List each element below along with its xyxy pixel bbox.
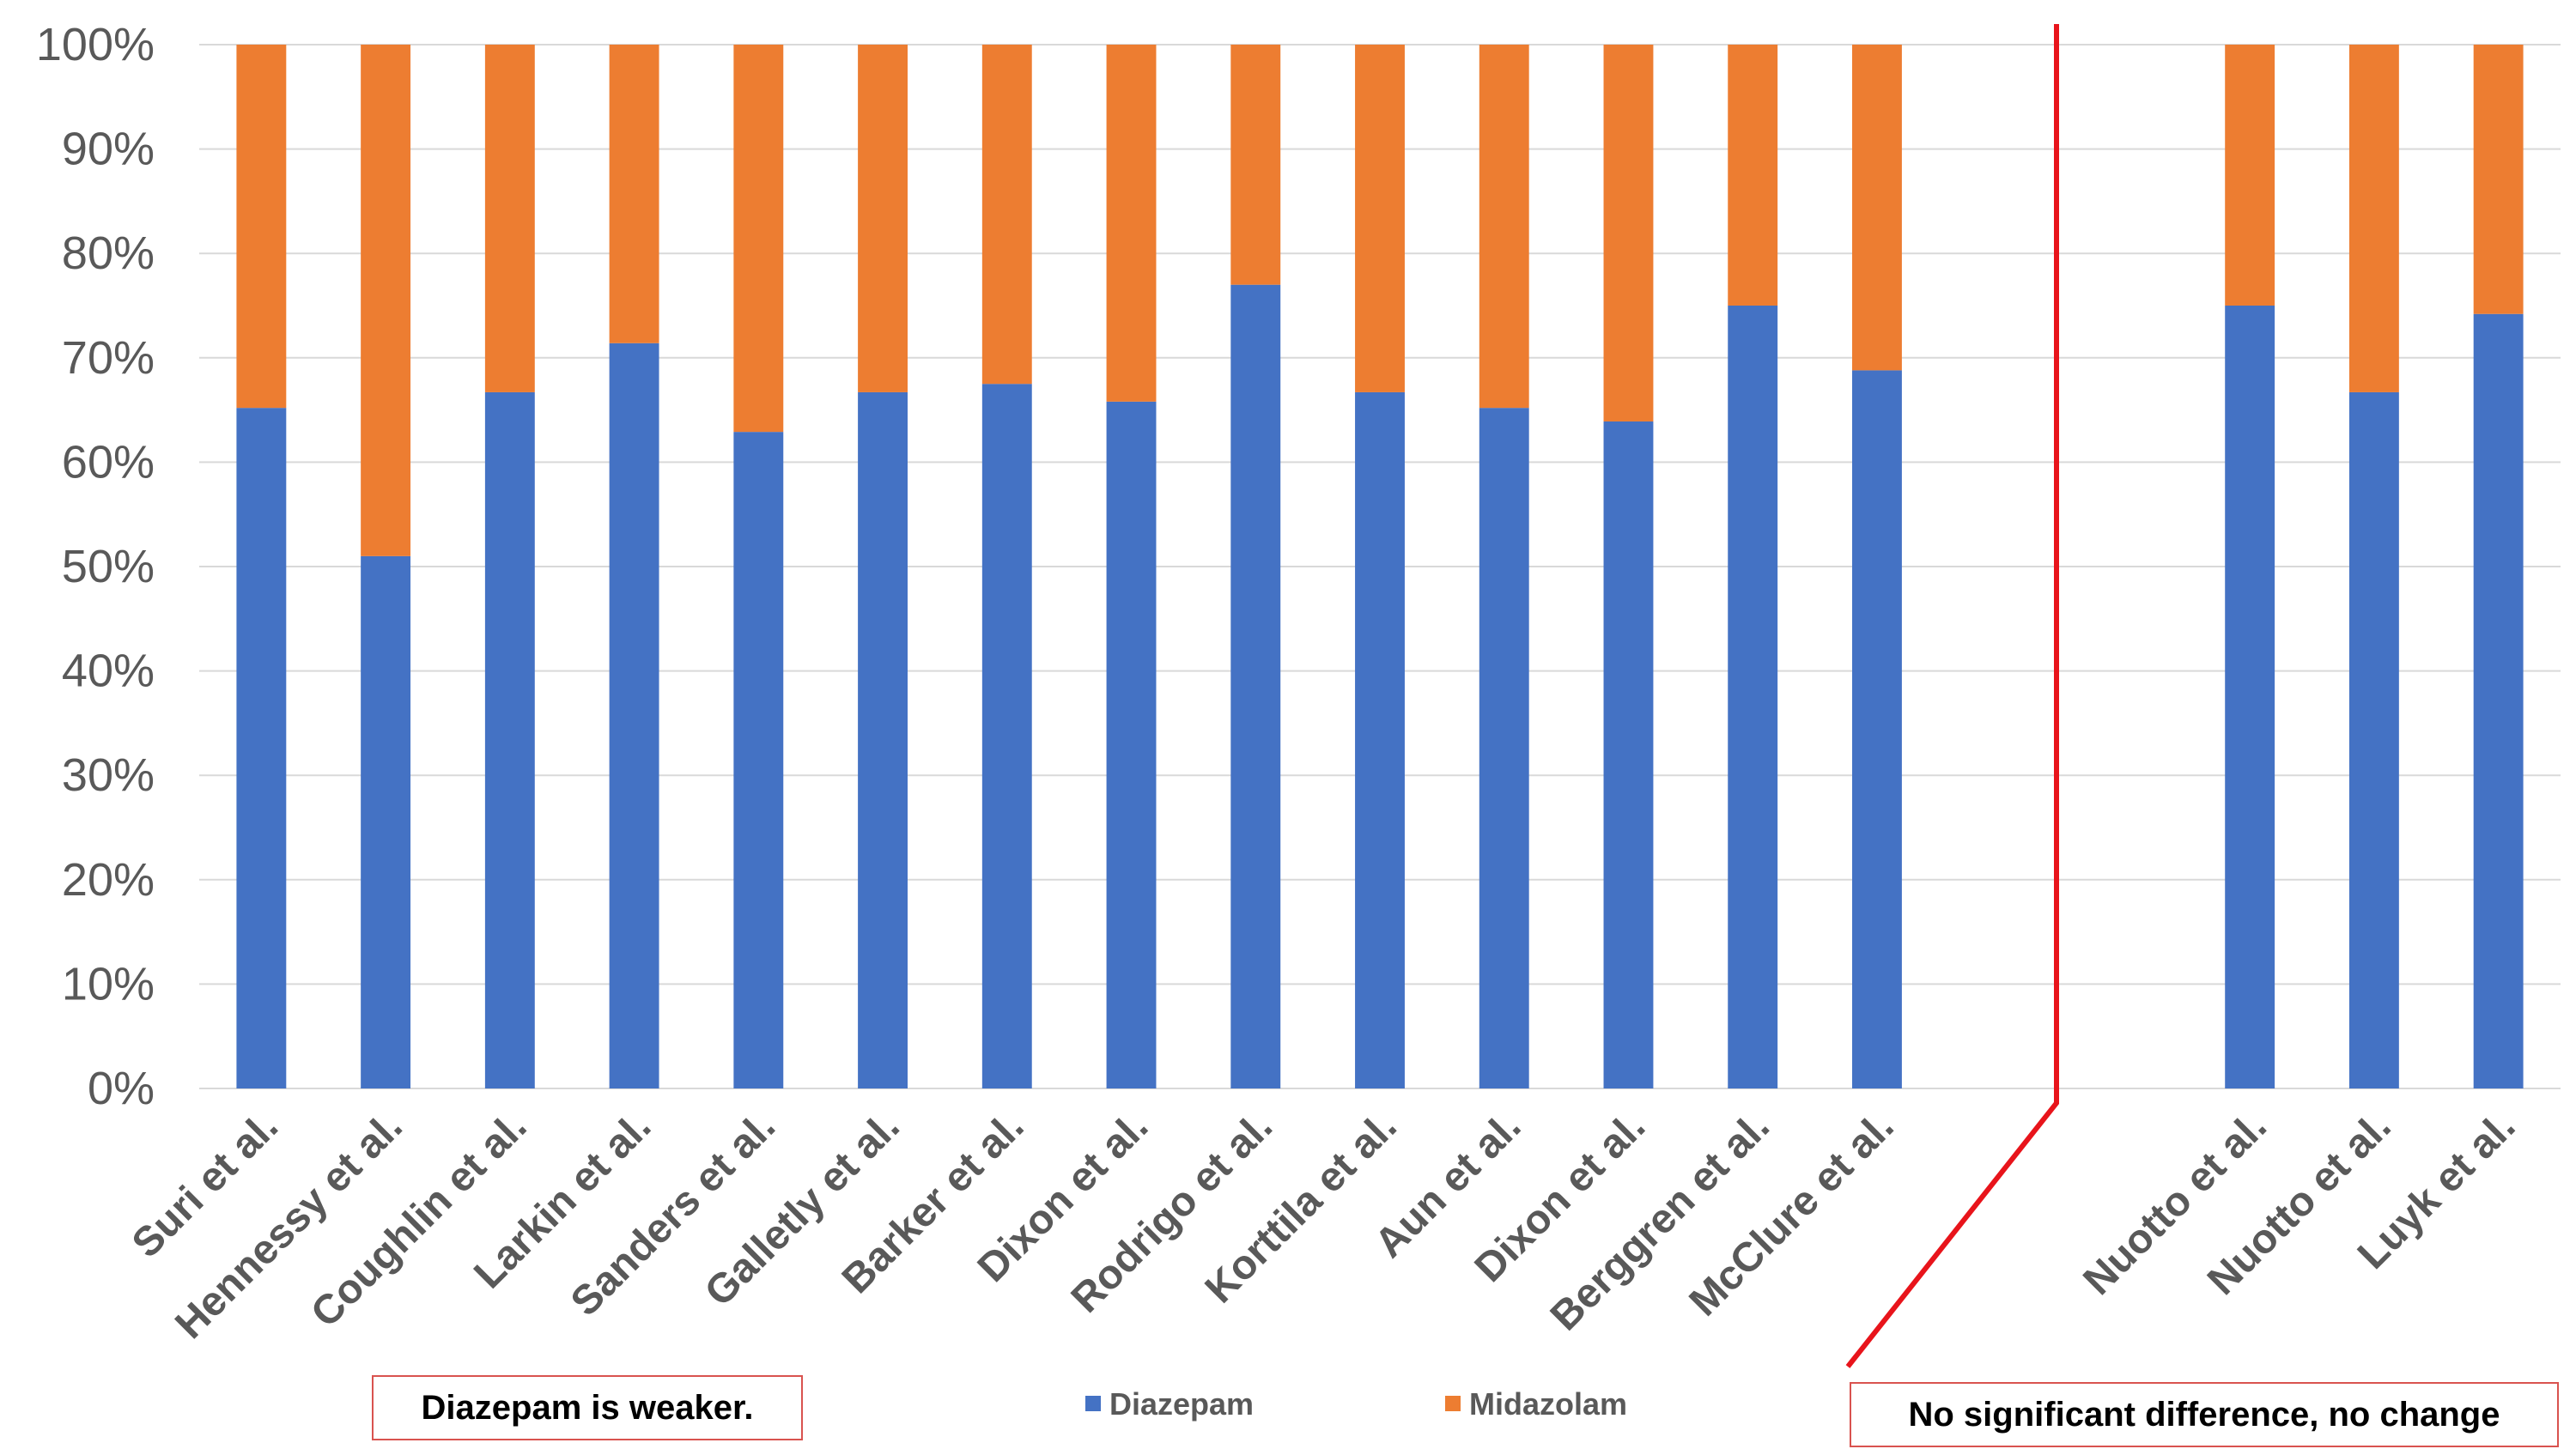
bar-diazepam: [2473, 313, 2524, 1088]
bar-midazolam: [236, 45, 287, 409]
y-tick-label: 20%: [62, 854, 155, 906]
bar-midazolam: [1230, 45, 1281, 285]
bar-midazolam: [858, 45, 908, 392]
bar-diazepam: [1479, 408, 1529, 1089]
y-axis-ticks: 0% 10% 20% 30% 40% 50% 60% 70% 80% 90% 100%: [36, 19, 155, 1114]
x-axis-ticks: Suri et al.Hennessy et al.Coughlin et al…: [124, 1103, 2524, 1348]
legend-swatch-midazolam: [1445, 1396, 1461, 1411]
legend-swatch-diazepam: [1085, 1396, 1101, 1411]
bar-diazepam: [2348, 391, 2399, 1089]
bar-diazepam: [1230, 284, 1281, 1088]
legend-label-midazolam: Midazolam: [1469, 1386, 1627, 1422]
x-tick-label: Hennessy et al.: [167, 1103, 411, 1348]
bar-diazepam: [1106, 401, 1157, 1088]
y-tick-label: 100%: [36, 19, 155, 70]
bar-diazepam: [361, 555, 411, 1088]
bar-midazolam: [733, 45, 784, 433]
y-tick-label: 80%: [62, 227, 155, 279]
bar-midazolam: [2473, 45, 2524, 314]
annotation-no-difference: No significant difference, no change: [1850, 1382, 2559, 1447]
bar-diazepam: [1728, 306, 1778, 1088]
bar-midazolam: [1106, 45, 1157, 402]
bar-midazolam: [361, 45, 411, 556]
y-tick-label: 90%: [62, 124, 155, 175]
bar-diazepam: [858, 391, 908, 1089]
legend-label-diazepam: Diazepam: [1109, 1386, 1254, 1422]
y-tick-label: 10%: [62, 958, 155, 1009]
y-tick-label: 40%: [62, 646, 155, 697]
bar-diazepam: [484, 391, 535, 1089]
x-tick-label: Coughlin et al.: [302, 1103, 535, 1336]
bar-midazolam: [1355, 45, 1405, 392]
bar-midazolam: [1852, 45, 1902, 371]
bar-midazolam: [484, 45, 535, 392]
bar-diazepam: [733, 432, 784, 1088]
bar-midazolam: [2348, 45, 2399, 392]
legend: Diazepam Midazolam: [1085, 1386, 1627, 1422]
y-tick-label: 0%: [88, 1063, 155, 1114]
bar-diazepam: [2225, 306, 2275, 1088]
bar-midazolam: [981, 45, 1032, 385]
y-tick-label: 60%: [62, 436, 155, 488]
y-tick-label: 50%: [62, 541, 155, 592]
bar-midazolam: [2225, 45, 2275, 306]
bar-diazepam: [1355, 391, 1405, 1089]
bar-diazepam: [1603, 421, 1654, 1088]
bar-diazepam: [981, 384, 1032, 1088]
annotation-diazepam-weaker: Diazepam is weaker.: [372, 1375, 803, 1440]
group-divider-line: [1845, 24, 2059, 1368]
bar-diazepam: [609, 343, 659, 1088]
x-tick-label: Berggren et al.: [1542, 1103, 1778, 1339]
bars: [236, 45, 2524, 1089]
bar-midazolam: [1603, 45, 1654, 421]
y-tick-label: 30%: [62, 749, 155, 801]
bar-midazolam: [609, 45, 659, 343]
bar-midazolam: [1479, 45, 1529, 409]
y-tick-label: 70%: [62, 332, 155, 384]
bar-diazepam: [1852, 370, 1902, 1089]
bar-midazolam: [1728, 45, 1778, 306]
bar-diazepam: [236, 408, 287, 1089]
